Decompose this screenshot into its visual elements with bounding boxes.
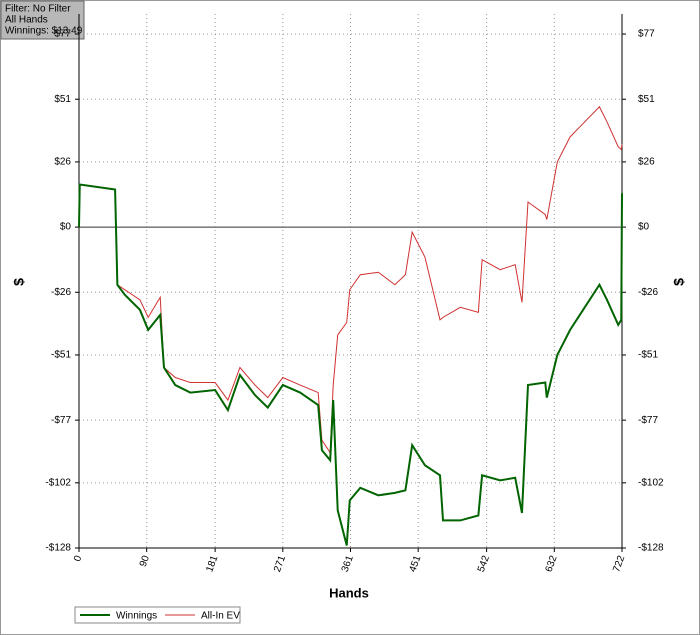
info-box bbox=[0, 0, 85, 40]
legend bbox=[74, 606, 241, 624]
y2-tick-label: -$26 bbox=[638, 287, 658, 298]
y2-tick-label: -$51 bbox=[638, 350, 658, 361]
y2-axis-title: $ bbox=[671, 278, 687, 286]
y2-tick-label: -$128 bbox=[638, 543, 664, 554]
y-tick-label: $0 bbox=[60, 222, 72, 233]
x-tick-label: 0 bbox=[72, 554, 84, 563]
y2-tick-label: -$77 bbox=[638, 415, 658, 426]
y-tick-label: -$77 bbox=[51, 415, 71, 426]
y2-tick-label: -$102 bbox=[638, 477, 664, 488]
info-hands: All Hands bbox=[5, 15, 48, 26]
y2-tick-label: $26 bbox=[638, 157, 655, 168]
y-tick-label: $77 bbox=[54, 29, 71, 40]
legend-label: All-In EV bbox=[201, 611, 240, 622]
y2-tick-label: $51 bbox=[638, 94, 655, 105]
y-tick-label: -$26 bbox=[51, 287, 71, 298]
legend-label: Winnings bbox=[116, 611, 157, 622]
y-tick-label: -$102 bbox=[45, 477, 71, 488]
y-tick-label: $51 bbox=[54, 94, 71, 105]
y-tick-label: $26 bbox=[54, 157, 71, 168]
series-line bbox=[78, 183, 623, 546]
info-winnings: Winnings: $13.49 bbox=[5, 26, 83, 37]
x-tick-label: 90 bbox=[138, 554, 152, 569]
y2-tick-label: $0 bbox=[638, 222, 650, 233]
y-axis-title: $ bbox=[11, 278, 27, 286]
y-tick-label: -$51 bbox=[51, 350, 71, 361]
y2-tick-label: $77 bbox=[638, 29, 655, 40]
y-tick-label: -$128 bbox=[45, 543, 71, 554]
x-axis-title: Hands bbox=[329, 585, 369, 600]
info-filter: Filter: No Filter bbox=[5, 4, 71, 15]
